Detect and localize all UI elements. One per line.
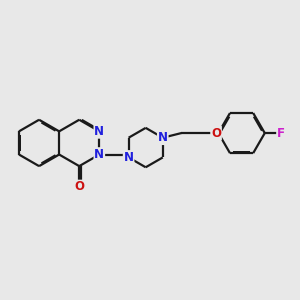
Text: N: N (94, 148, 104, 161)
Text: N: N (124, 151, 134, 164)
Text: O: O (211, 127, 221, 140)
Text: N: N (158, 131, 168, 144)
Text: F: F (277, 127, 285, 140)
Text: N: N (94, 125, 104, 138)
Text: O: O (74, 181, 84, 194)
